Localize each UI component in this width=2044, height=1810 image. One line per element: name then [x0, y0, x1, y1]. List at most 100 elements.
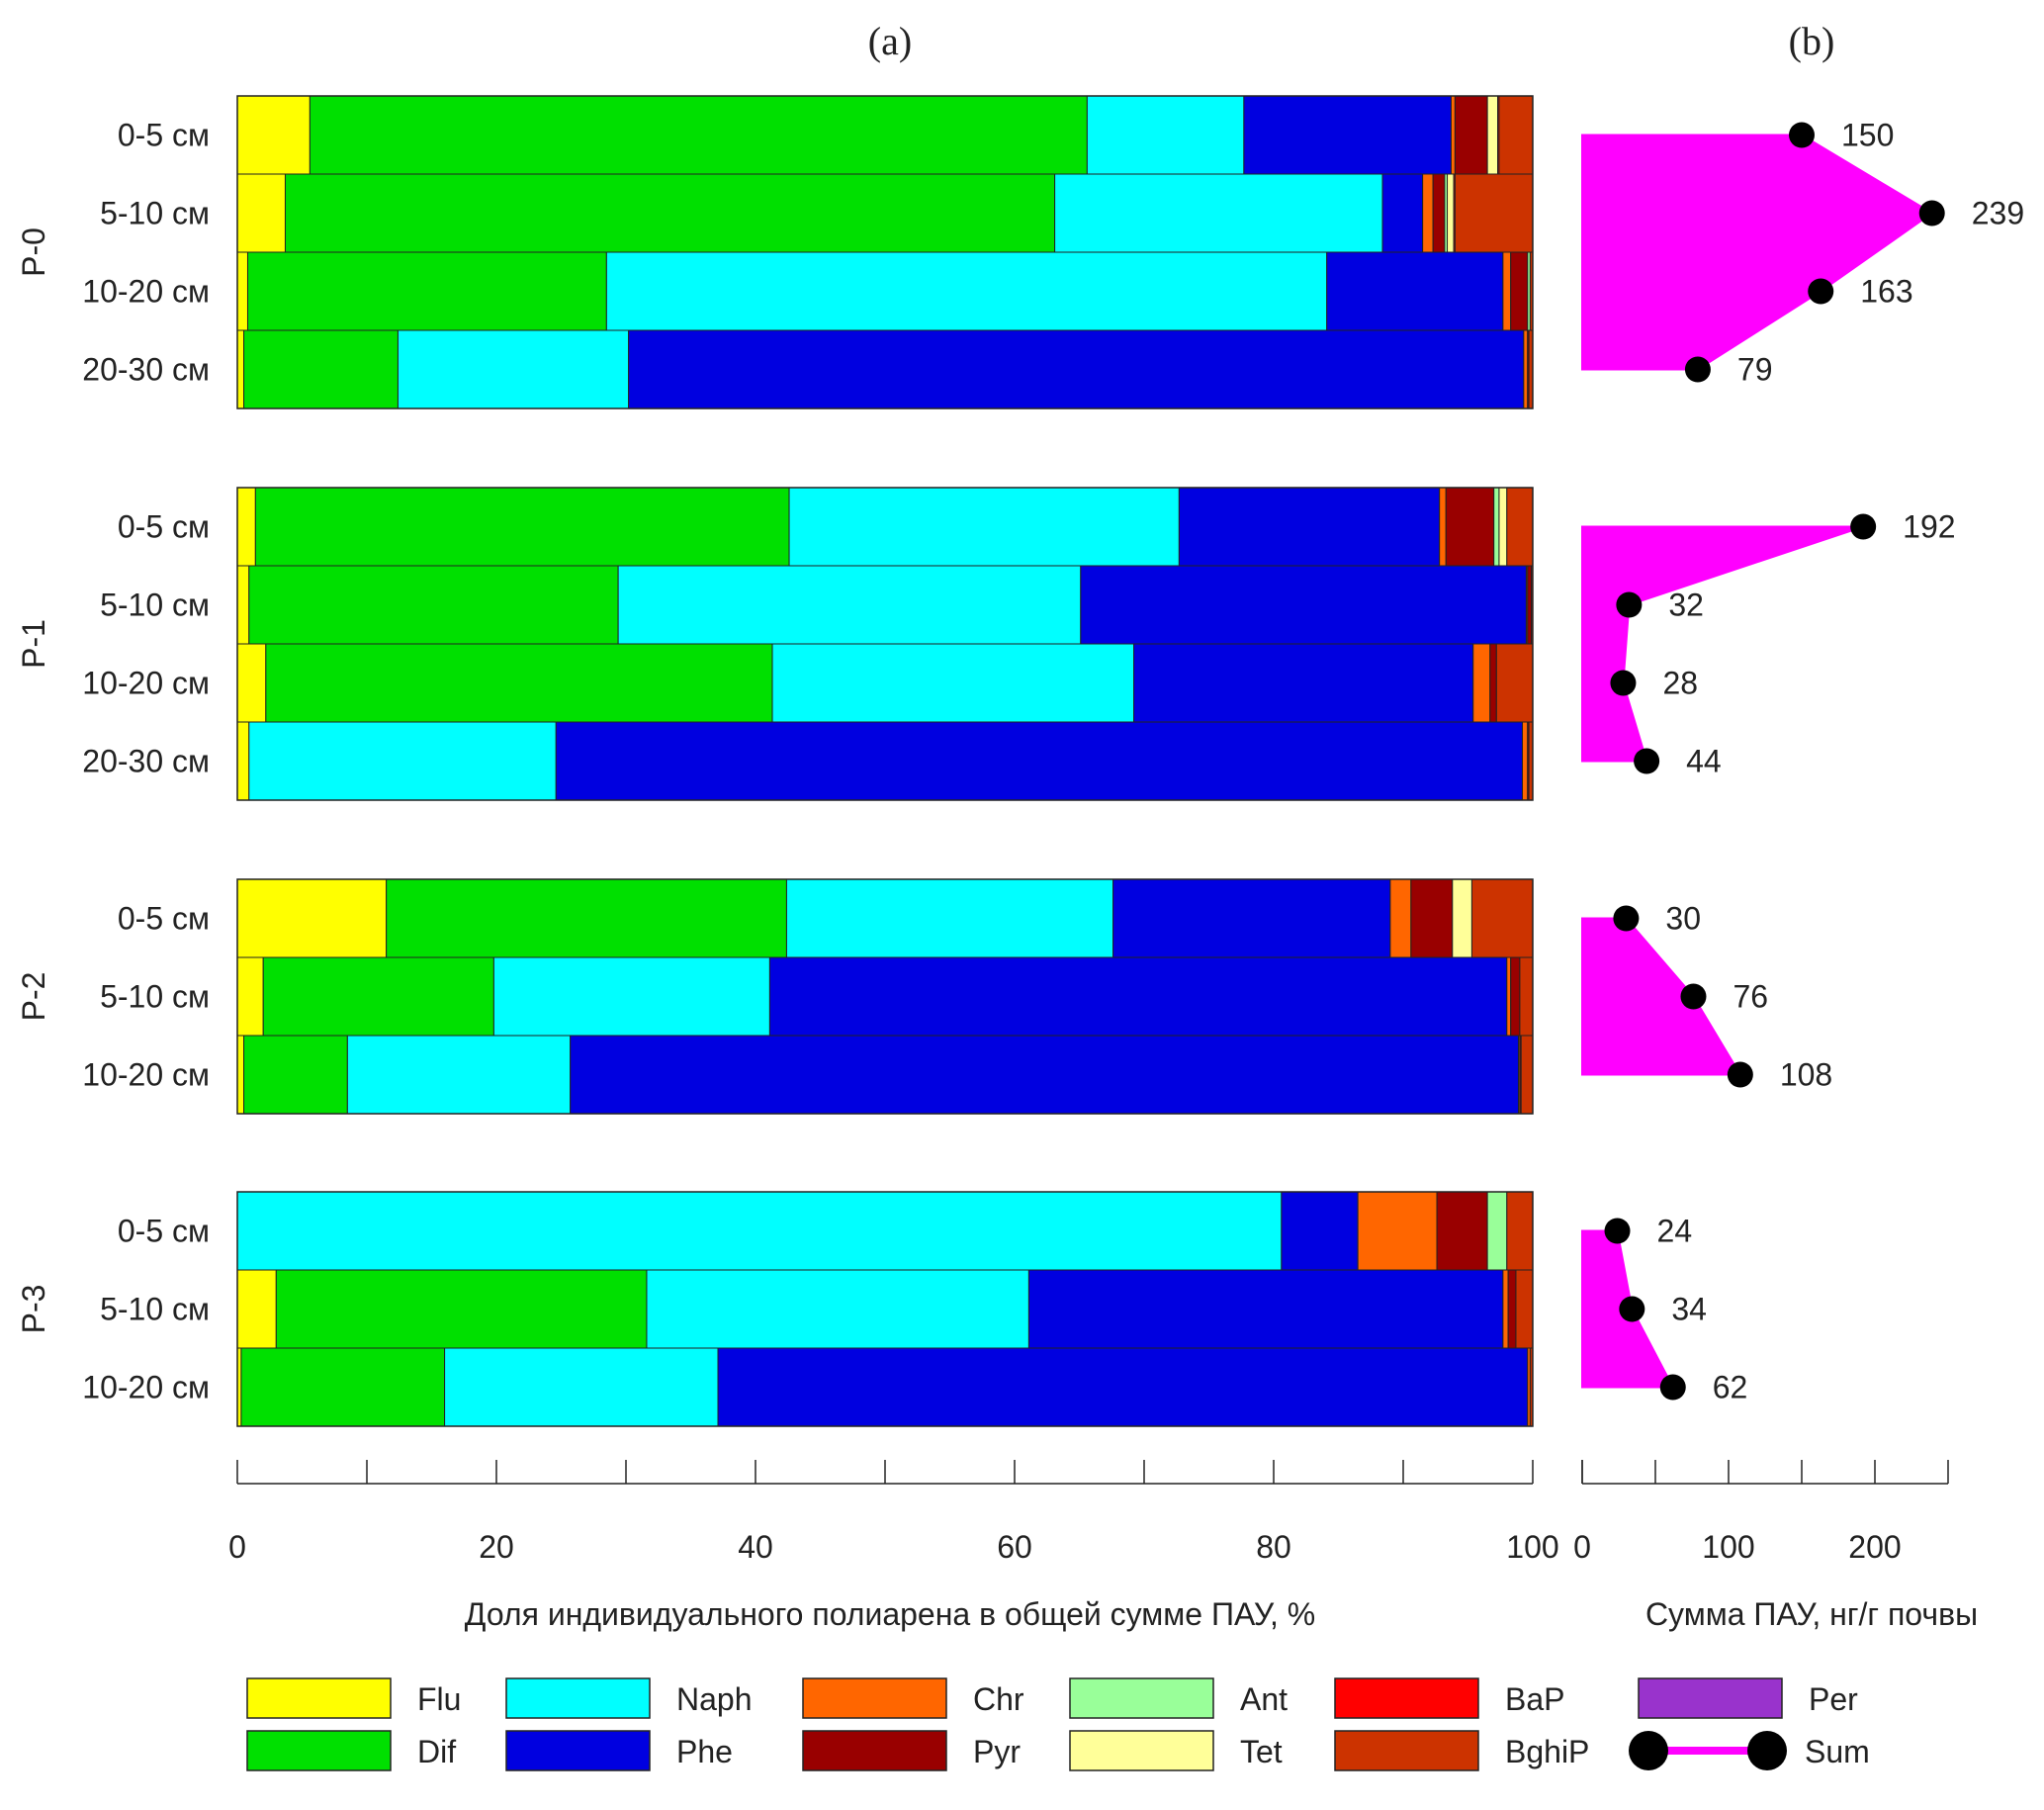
bar-segment-bghip: [1454, 173, 1534, 253]
bar-segment-pyr: [1432, 173, 1446, 253]
bar-segment-tet: [1498, 487, 1508, 567]
row-labels: P-0 0-5 см 5-10 см 10-20 см 20-30 см P-1 0-5 с…: [16, 118, 210, 1405]
sum-point: [1604, 1218, 1631, 1244]
bar-segment-dif: [243, 1035, 348, 1115]
bar-segment-naph: [785, 878, 1114, 958]
sum-value-label: 44: [1686, 744, 1722, 779]
bar-segment-phe: [570, 1035, 1520, 1115]
row-label: 0-5 см: [118, 118, 210, 153]
bar-segment-ant: [1486, 1191, 1508, 1271]
bar-segment-naph: [236, 1191, 1283, 1271]
legend-label-flu: Flu: [417, 1681, 461, 1717]
bar-segment-dif: [262, 956, 494, 1037]
bar-segment-flu: [236, 329, 245, 409]
bar-segment-bghip: [1515, 1269, 1534, 1349]
bar-segment-dif: [248, 565, 619, 645]
bar-segment-phe: [555, 721, 1524, 801]
legend-label-ant: Ant: [1240, 1681, 1288, 1717]
legend: Flu Dif Naph Phe Chr Pyr Ant Tet BaP BghiP Per Sum: [246, 1677, 1870, 1771]
bar-segment-phe: [1281, 1191, 1359, 1271]
legend-swatch-flu: [246, 1677, 392, 1719]
bar-segment-naph: [492, 956, 770, 1037]
bar-segment-pyr: [1489, 643, 1497, 723]
bar-segment-chr: [1439, 487, 1447, 567]
bar-segment-flu: [236, 1035, 245, 1115]
sum-value-label: 32: [1668, 588, 1704, 623]
panel-a-label: (a): [868, 19, 912, 63]
sum-profiles: 150 239 163 79 192 32 28 44 30 76 108 24 34 62: [1581, 118, 2024, 1405]
bar-segment-naph: [1086, 95, 1245, 175]
tick-label: 40: [738, 1529, 773, 1565]
sum-point: [1610, 670, 1637, 696]
sum-value-label: 30: [1665, 901, 1701, 937]
sum-point: [1680, 983, 1707, 1010]
bar-segment-bghip: [1520, 1035, 1534, 1115]
tick-label: 100: [1506, 1529, 1558, 1565]
legend-label-bghip: BghiP: [1505, 1734, 1589, 1769]
bar-segment-pyr: [1510, 251, 1529, 331]
sum-area-p-1: [1581, 525, 1864, 763]
bar-segment-tet: [1486, 95, 1499, 175]
group-label-p-3: P-3: [16, 1285, 51, 1334]
bar-segment-naph: [788, 487, 1180, 567]
legend-swatch-per: [1638, 1677, 1783, 1719]
sum-point: [1616, 591, 1643, 618]
legend-label-bap: BaP: [1505, 1681, 1564, 1717]
bar-segment-chr: [1450, 95, 1456, 175]
legend-swatch-bap: [1334, 1677, 1479, 1719]
bar-segment-phe: [1133, 643, 1474, 723]
sum-value-label: 28: [1662, 666, 1698, 701]
bar-segment-pyr: [1410, 878, 1454, 958]
bar-segment-pyr: [1445, 487, 1495, 567]
sum-value-label: 34: [1671, 1292, 1707, 1327]
x-axis-sum: 0 100 200: [1573, 1460, 1949, 1565]
bar-segment-pyr: [1507, 1269, 1517, 1349]
bar-frame: [236, 878, 1534, 1115]
row-label: 0-5 см: [118, 1214, 210, 1249]
bar-segment-flu: [236, 721, 250, 801]
bar-segment-dif: [275, 1269, 648, 1349]
x-axis-title-sum: Сумма ПАУ, нг/г почвы: [1645, 1596, 1978, 1632]
bar-segment-pyr: [1454, 95, 1488, 175]
bar-segment-flu: [236, 878, 388, 958]
bar-segment-phe: [768, 956, 1508, 1037]
bar-segment-flu: [236, 487, 256, 567]
sum-value-label: 76: [1733, 979, 1768, 1015]
group-label-p-2: P-2: [16, 972, 51, 1022]
sum-value-label: 163: [1860, 274, 1912, 310]
legend-label-naph: Naph: [676, 1681, 753, 1717]
bar-segment-flu: [236, 643, 267, 723]
tick-label: 80: [1256, 1529, 1291, 1565]
legend-label-dif: Dif: [417, 1734, 456, 1769]
sum-point: [1613, 905, 1640, 932]
bar-frame: [236, 1191, 1534, 1427]
sum-point: [1727, 1061, 1753, 1088]
bar-segment-chr: [1502, 1269, 1509, 1349]
bar-segment-phe: [1178, 487, 1441, 567]
legend-label-pyr: Pyr: [973, 1734, 1021, 1769]
bar-segment-dif: [284, 173, 1056, 253]
sum-point: [1619, 1296, 1645, 1322]
bar-segment-pyr: [1436, 1191, 1488, 1271]
legend-swatch-pyr: [802, 1730, 947, 1771]
bar-segment-chr: [1389, 878, 1412, 958]
bar-frame: [236, 487, 1534, 801]
legend-label-phe: Phe: [676, 1734, 733, 1769]
bar-segment-dif: [386, 878, 787, 958]
row-label: 0-5 см: [118, 509, 210, 545]
bar-segment-ant: [1493, 487, 1500, 567]
bar-segment-dif: [254, 487, 790, 567]
row-label: 5-10 см: [100, 979, 210, 1015]
row-label: 20-30 см: [82, 744, 210, 779]
legend-label-chr: Chr: [973, 1681, 1024, 1717]
group-label-p-0: P-0: [16, 227, 51, 277]
row-label: 20-30 см: [82, 352, 210, 388]
bar-segment-flu: [236, 565, 250, 645]
bar-segment-naph: [605, 251, 1328, 331]
bar-segment-flu: [236, 251, 248, 331]
bar-segment-dif: [243, 329, 399, 409]
legend-swatch-phe: [505, 1730, 651, 1771]
row-label: 0-5 см: [118, 901, 210, 937]
sum-area-p-2: [1581, 917, 1742, 1076]
